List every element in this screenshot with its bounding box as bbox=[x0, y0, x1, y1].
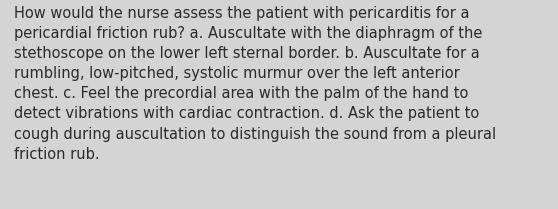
Text: How would the nurse assess the patient with pericarditis for a
pericardial frict: How would the nurse assess the patient w… bbox=[14, 6, 496, 162]
